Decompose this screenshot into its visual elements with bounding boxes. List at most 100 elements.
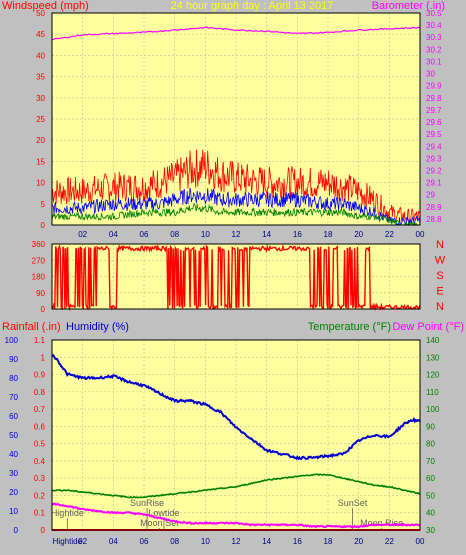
x-tick-label: 18 (324, 537, 333, 546)
barometer-tick-label: 29.9 (426, 82, 442, 91)
rain-tick-label: 0.8 (34, 388, 46, 397)
compass-label: W (435, 255, 446, 267)
x-tick-label: 04 (109, 537, 118, 546)
x-tick-label: Hightide (53, 537, 83, 546)
chart-title: 24 hour graph day : April 13 2017 (171, 0, 334, 12)
compass-label: N (436, 239, 444, 251)
x-tick-label: 02 (78, 230, 87, 239)
barometer-tick-label: 29.6 (426, 118, 442, 127)
x-tick-label: 22 (385, 230, 394, 239)
temperature-tick-label: 30 (426, 526, 435, 535)
x-tick-label: 10 (201, 230, 210, 239)
x-tick-label: 20 (354, 537, 363, 546)
barometer-tick-label: 29.7 (426, 106, 442, 115)
barometer-line (51, 26, 421, 41)
x-tick-label: 00 (416, 537, 425, 546)
x-tick-label: 00 (416, 230, 425, 239)
temperature-tick-label: 100 (426, 405, 440, 414)
x-tick-label: 10 (201, 537, 210, 546)
rainfall-axis-label: Rainfall (.in) (2, 321, 61, 333)
rain-tick-label: 0 (41, 526, 46, 535)
wind-tick-label: 45 (36, 30, 45, 39)
wind-direction-line (52, 243, 421, 312)
temperature-tick-label: 50 (426, 491, 435, 500)
x-tick-label: 06 (140, 230, 149, 239)
x-tick-label: 12 (232, 537, 241, 546)
humidity-line (51, 353, 421, 461)
x-tick-label: 18 (324, 230, 333, 239)
rain-tick-label: 0.3 (34, 474, 46, 483)
humidity-tick-label: 60 (9, 412, 18, 421)
event-label: Hightide (51, 508, 84, 518)
humidity-tick-label: 20 (9, 488, 18, 497)
x-tick-label: 22 (385, 537, 394, 546)
compass-label: S (436, 270, 443, 282)
x-tick-label: 12 (232, 230, 241, 239)
humidity-tick-label: 90 (9, 355, 18, 364)
event-label: Moon Set (140, 518, 179, 528)
temperature-tick-label: 60 (426, 474, 435, 483)
wind-tick-label: 25 (36, 115, 45, 124)
temperature-tick-label: 110 (426, 388, 439, 397)
direction-tick-label: 360 (32, 240, 46, 249)
wind-speed-line (51, 187, 421, 226)
rain-tick-label: 0.6 (34, 422, 46, 431)
direction-tick-label: 270 (32, 256, 46, 265)
rain-tick-label: 1 (41, 353, 46, 362)
humidity-tick-label: 10 (9, 507, 18, 516)
x-tick-label: 16 (293, 230, 302, 239)
wind-tick-label: 5 (41, 200, 46, 209)
x-tick-label: 04 (109, 230, 118, 239)
temperature-tick-label: 40 (426, 509, 435, 518)
wind-axis-label: Windspeed (mph) (2, 0, 89, 12)
humidity-tick-label: 30 (9, 469, 18, 478)
rain-tick-label: 0.5 (34, 440, 46, 449)
temperature-tick-label: 140 (426, 336, 440, 345)
wind-tick-label: 20 (36, 136, 45, 145)
barometer-tick-label: 29.8 (426, 94, 442, 103)
barometer-tick-label: 28.9 (426, 203, 442, 212)
temperature-tick-label: 120 (426, 371, 440, 380)
event-label: Lowtide (148, 508, 179, 518)
barometer-tick-label: 29.5 (426, 130, 442, 139)
temperature-tick-label: 90 (426, 422, 435, 431)
x-tick-label: 02 (78, 537, 87, 546)
humidity-tick-label: 80 (9, 374, 18, 383)
x-tick-label: 14 (262, 230, 271, 239)
temperature-line (51, 473, 421, 499)
humidity-tick-label: 0 (14, 526, 19, 535)
rain-tick-label: 0.1 (34, 509, 46, 518)
dewpoint-axis-label: Dew Point (°F) (392, 321, 464, 333)
wind-tick-label: 10 (36, 179, 45, 188)
wind-tick-label: 30 (36, 94, 45, 103)
rain-tick-label: 0.2 (34, 491, 46, 500)
barometer-tick-label: 29.1 (426, 179, 442, 188)
rain-tick-label: 1.1 (34, 336, 46, 345)
barometer-axis-label: Barometer (.in) (372, 0, 445, 12)
x-tick-label: 08 (170, 537, 179, 546)
event-label: SunRise (130, 498, 164, 508)
x-tick-label: 08 (170, 230, 179, 239)
barometer-tick-label: 29 (426, 191, 435, 200)
wind-tick-label: 15 (36, 157, 45, 166)
humidity-tick-label: 40 (9, 450, 18, 459)
humidity-axis-label: Humidity (%) (66, 321, 129, 333)
temperature-tick-label: 130 (426, 353, 440, 362)
humidity-tick-label: 100 (5, 336, 19, 345)
x-tick-label: 14 (262, 537, 271, 546)
temperature-axis-label: Temperature (°F) (308, 321, 391, 333)
event-label: Moon Rise (360, 518, 403, 528)
temperature-tick-label: 70 (426, 457, 435, 466)
wind-tick-label: 0 (41, 221, 46, 230)
x-tick-label: 16 (293, 537, 302, 546)
average-wind-line (51, 202, 421, 227)
wind-tick-label: 40 (36, 51, 45, 60)
barometer-tick-label: 30.4 (426, 21, 442, 30)
rain-tick-label: 0.9 (34, 371, 46, 380)
barometer-tick-label: 30 (426, 70, 435, 79)
temperature-tick-label: 80 (426, 440, 435, 449)
temp-humidity-plot-area (52, 340, 420, 530)
barometer-tick-label: 29.3 (426, 154, 442, 163)
x-tick-label: 20 (354, 230, 363, 239)
